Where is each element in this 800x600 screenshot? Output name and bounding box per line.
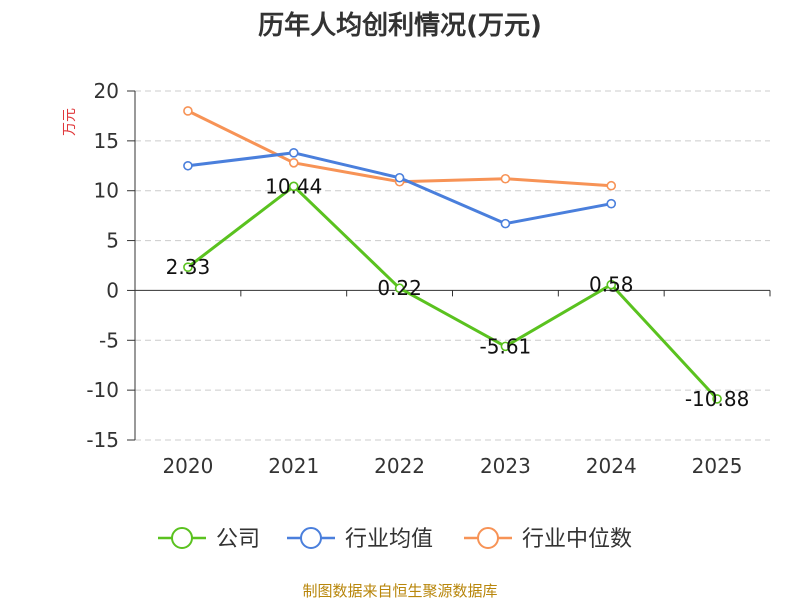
data-point bbox=[183, 160, 193, 171]
grid-lines bbox=[135, 90, 770, 441]
data-point bbox=[288, 181, 299, 192]
y-tick-label: -15 bbox=[86, 428, 119, 452]
data-labels: 2.33 10.44 0.22 -5.61 0.58 -10.88 bbox=[166, 174, 750, 411]
data-label: 0.22 bbox=[377, 276, 422, 300]
legend-marker bbox=[477, 527, 499, 549]
legend-label: 行业中位数 bbox=[522, 527, 632, 552]
x-tick-label: 2022 bbox=[374, 454, 425, 478]
y-tick-label: -5 bbox=[99, 328, 119, 352]
plot-area bbox=[183, 106, 722, 404]
data-label: 10.44 bbox=[265, 174, 322, 198]
series-line bbox=[187, 151, 612, 226]
source-note: 制图数据来自恒生聚源数据库 bbox=[302, 582, 497, 600]
legend-marker bbox=[171, 527, 193, 549]
legend: 公司 行业均值 行业中位数 bbox=[158, 527, 632, 552]
data-point bbox=[288, 148, 299, 158]
legend-item: 公司 bbox=[158, 527, 260, 552]
data-label: 0.58 bbox=[589, 273, 634, 297]
data-label: -5.61 bbox=[480, 334, 532, 358]
data-point bbox=[183, 106, 193, 116]
y-tick-label: 10 bbox=[94, 179, 119, 203]
x-tick-label: 2023 bbox=[480, 454, 531, 478]
data-point bbox=[394, 172, 405, 183]
legend-marker bbox=[300, 527, 322, 549]
y-tick-label: 0 bbox=[106, 278, 119, 302]
data-point bbox=[500, 173, 511, 184]
data-point bbox=[394, 283, 405, 294]
data-point bbox=[500, 218, 511, 229]
legend-label: 行业均值 bbox=[345, 527, 433, 552]
y-tick-label: 20 bbox=[94, 79, 119, 103]
data-label: -10.88 bbox=[685, 387, 749, 411]
legend-label: 公司 bbox=[216, 527, 260, 552]
legend-item: 行业均值 bbox=[287, 527, 433, 552]
chart-title: 历年人均创利情况(万元) bbox=[258, 10, 542, 41]
data-point bbox=[606, 198, 617, 209]
data-point bbox=[183, 262, 193, 272]
data-point bbox=[606, 180, 617, 191]
y-axis-label: 万元 bbox=[62, 108, 78, 136]
data-point bbox=[288, 157, 299, 168]
legend-item: 行业中位数 bbox=[464, 527, 632, 552]
data-point bbox=[500, 341, 511, 352]
axes: 20 15 10 5 0 -5 -10 -15 2020 2021 2022 2023 2024 2025 bbox=[86, 79, 771, 478]
x-tick-label: 2020 bbox=[162, 454, 213, 478]
x-tick-label: 2024 bbox=[586, 454, 637, 478]
x-tick-label: 2025 bbox=[692, 454, 743, 478]
y-tick-label: 5 bbox=[106, 229, 119, 253]
series-line bbox=[186, 184, 719, 400]
y-tick-label: -10 bbox=[86, 378, 119, 402]
data-point bbox=[606, 279, 617, 290]
data-label: 2.33 bbox=[166, 255, 211, 279]
data-point bbox=[712, 394, 722, 404]
y-tick-label: 15 bbox=[94, 129, 119, 153]
x-tick-label: 2021 bbox=[268, 454, 319, 478]
